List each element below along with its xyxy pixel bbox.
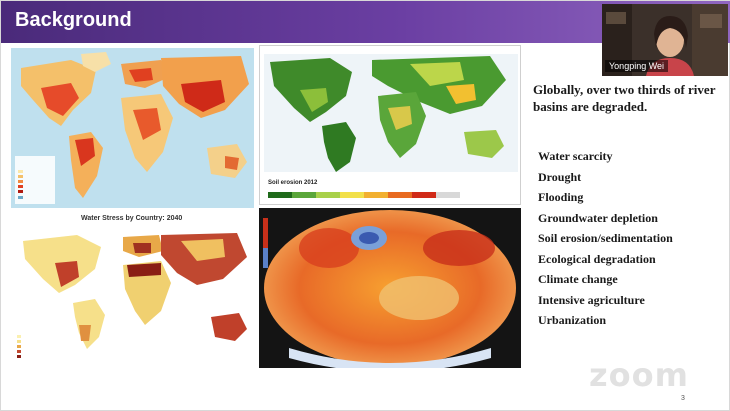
temperature-anomaly-map xyxy=(259,208,521,368)
water-stress-map: Water Stress by Country: 2040 xyxy=(11,213,254,373)
stress-map-graphic xyxy=(11,225,254,373)
water-stress-title: Water Stress by Country: 2040 xyxy=(81,215,183,222)
flood-map-graphic xyxy=(11,48,254,208)
slide-title: Background xyxy=(15,9,132,31)
cause-item: Soil erosion/sedimentation xyxy=(538,231,673,245)
cause-item: Groundwater depletion xyxy=(538,210,658,225)
soil-erosion-caption: Soil erosion 2012 xyxy=(268,180,318,186)
cause-item: Intensive agriculture xyxy=(538,292,645,307)
soil-erosion-map: Soil erosion 2012 xyxy=(259,45,521,205)
zoom-watermark: zoom xyxy=(589,356,689,394)
participant-video-tile[interactable]: Yongping Wei xyxy=(602,4,728,76)
slide-page-number: 3 xyxy=(681,395,685,402)
slide-heading: Globally, over two thirds of river basin… xyxy=(533,82,716,114)
cause-item: Climate change xyxy=(538,272,618,286)
cause-item: Urbanization xyxy=(538,313,607,327)
flood-occurrence-map xyxy=(11,48,254,208)
causes-list: Water scarcity Drought Flooding Groundwa… xyxy=(538,146,673,331)
temperature-map-graphic xyxy=(259,208,521,368)
cause-item: Drought xyxy=(538,169,582,184)
cause-item: Water scarcity xyxy=(538,149,613,163)
participant-name-label: Yongping Wei xyxy=(605,60,669,72)
cause-item: Ecological degradation xyxy=(538,251,656,266)
cause-item: Flooding xyxy=(538,190,584,204)
soil-map-graphic xyxy=(260,46,520,204)
